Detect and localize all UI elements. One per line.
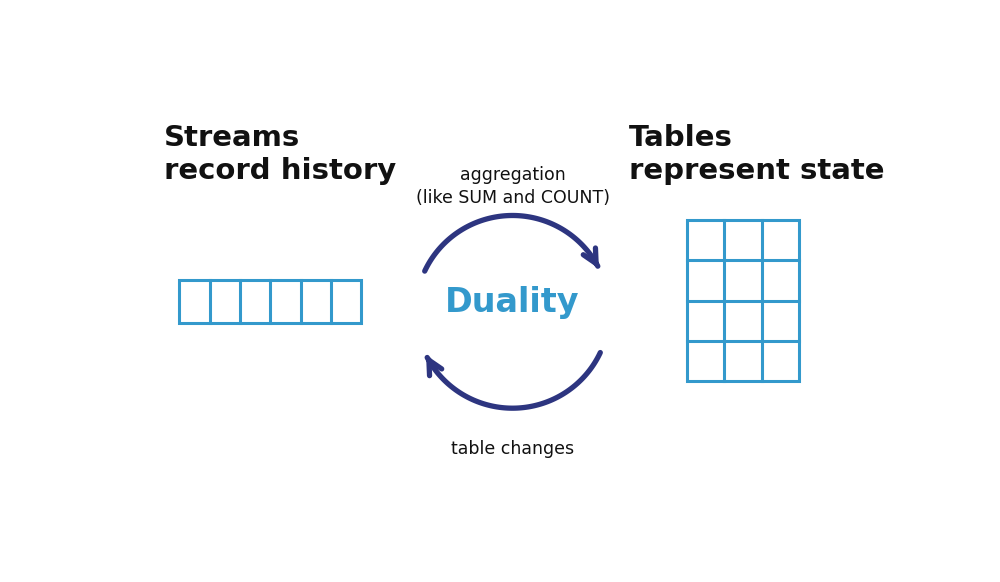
Bar [179, 281, 361, 323]
Text: aggregation
(like SUM and COUNT): aggregation (like SUM and COUNT) [416, 166, 610, 207]
Text: Duality: Duality [445, 286, 580, 320]
Bar [687, 220, 799, 381]
Text: Tables
represent state: Tables represent state [629, 123, 884, 185]
Text: Streams
record history: Streams record history [164, 123, 396, 185]
Text: table changes: table changes [451, 439, 574, 457]
